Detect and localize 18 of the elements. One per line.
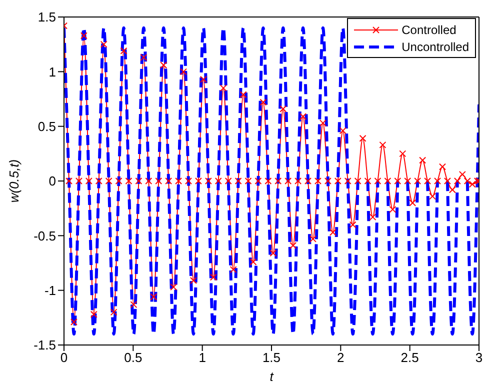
y-tick-label: -1 (44, 282, 56, 298)
y-tick-label: 0 (48, 174, 56, 189)
legend-label: Uncontrolled (402, 40, 469, 54)
x-axis-title: t (270, 369, 275, 384)
y-tick-label: 0.5 (38, 118, 56, 134)
legend-label: Controlled (402, 22, 456, 36)
y-tick-label: -0.5 (34, 228, 56, 244)
x-tick-label: 3 (475, 350, 483, 366)
x-tick-label: 2 (337, 350, 344, 366)
y-tick-label: -1.5 (34, 338, 56, 353)
y-axis-title: w(0.5,t) (6, 159, 22, 203)
y-tick-label: 1.5 (38, 10, 56, 25)
y-tick-label: 1 (48, 64, 56, 80)
x-tick-label: 0 (60, 350, 68, 366)
x-tick-label: 0.5 (124, 350, 142, 366)
x-tick-label: 2.5 (400, 350, 419, 366)
x-tick-label: 1 (198, 350, 206, 366)
x-tick-label: 1.5 (262, 350, 281, 366)
